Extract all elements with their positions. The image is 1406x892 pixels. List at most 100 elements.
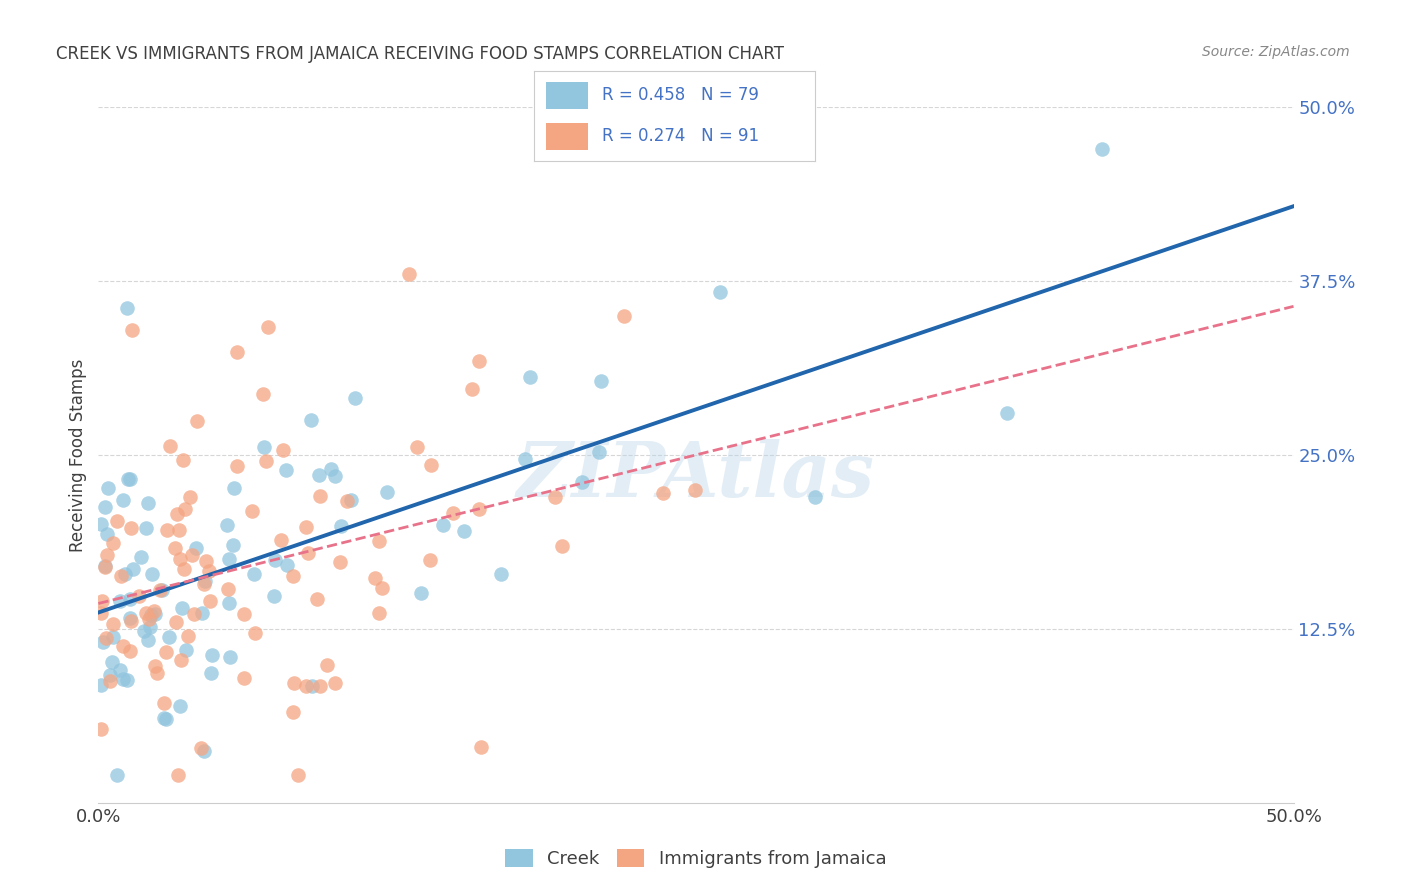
Point [240, 504, 263, 518]
Point [441, 506, 464, 520]
Point [108, 594, 131, 608]
Point [156, 524, 179, 538]
Point [165, 615, 187, 629]
Text: Source: ZipAtlas.com: Source: ZipAtlas.com [1202, 45, 1350, 59]
Point [172, 453, 194, 467]
Point [571, 475, 593, 490]
Text: R = 0.458   N = 79: R = 0.458 N = 79 [602, 87, 759, 104]
Point [200, 666, 222, 681]
Point [174, 643, 197, 657]
Point [141, 566, 163, 581]
Point [183, 607, 205, 621]
Point [254, 454, 277, 468]
Point [543, 490, 565, 504]
Point [195, 554, 218, 568]
Point [271, 443, 294, 458]
Point [219, 650, 242, 665]
Point [233, 671, 256, 685]
Point [143, 607, 166, 621]
Point [101, 536, 124, 550]
Point [96, 631, 118, 645]
Bar [546, 123, 588, 150]
Point [432, 518, 454, 533]
Point [309, 490, 332, 504]
Point [94, 500, 117, 514]
Point [155, 645, 177, 659]
Point [364, 571, 387, 585]
Point [179, 490, 201, 504]
Point [225, 345, 247, 359]
Point [138, 612, 160, 626]
Point [111, 639, 134, 653]
Point [461, 382, 484, 396]
Point [218, 596, 240, 610]
Point [217, 518, 239, 533]
Point [121, 323, 143, 337]
Point [90, 517, 112, 532]
Point [419, 553, 441, 567]
Point [315, 658, 337, 673]
Point [467, 354, 489, 368]
Point [198, 594, 221, 608]
Point [224, 481, 246, 495]
Point [131, 549, 153, 564]
Point [135, 521, 157, 535]
Point [94, 558, 117, 573]
Point [111, 492, 134, 507]
Point [683, 483, 706, 497]
Point [128, 590, 150, 604]
Point [589, 374, 612, 388]
Point [90, 678, 112, 692]
Bar [546, 82, 588, 109]
Point [319, 461, 342, 475]
Point [90, 606, 112, 620]
Point [252, 387, 274, 401]
Point [120, 614, 142, 628]
Point [143, 659, 166, 673]
Point [103, 616, 125, 631]
Point [588, 444, 610, 458]
Point [329, 555, 352, 569]
Point [263, 589, 285, 603]
Point [100, 655, 122, 669]
Point [301, 679, 323, 693]
Point [218, 552, 240, 566]
Point [105, 514, 128, 528]
Point [186, 541, 208, 556]
Point [245, 625, 267, 640]
Point [325, 676, 347, 690]
Point [340, 492, 363, 507]
Point [159, 439, 181, 453]
Point [114, 566, 136, 581]
Point [165, 541, 187, 555]
Point [108, 663, 131, 677]
Point [174, 501, 197, 516]
Point [295, 519, 318, 533]
Point [411, 585, 433, 599]
Point [97, 481, 120, 495]
Point [115, 301, 138, 316]
Point [170, 601, 193, 615]
Point [120, 520, 142, 534]
Point [142, 604, 165, 618]
Point [190, 740, 212, 755]
Point [170, 653, 193, 667]
Point [98, 673, 121, 688]
Point [368, 606, 391, 620]
Point [94, 560, 117, 574]
Text: CREEK VS IMMIGRANTS FROM JAMAICA RECEIVING FOOD STAMPS CORRELATION CHART: CREEK VS IMMIGRANTS FROM JAMAICA RECEIVI… [56, 45, 785, 62]
Point [136, 496, 159, 510]
Point [194, 574, 217, 588]
Point [153, 711, 176, 725]
Point [308, 467, 330, 482]
Point [201, 648, 224, 662]
Point [139, 608, 162, 623]
Point [1091, 142, 1114, 156]
Point [186, 414, 208, 428]
Point [551, 540, 574, 554]
Point [117, 673, 139, 687]
Point [120, 472, 142, 486]
Point [146, 666, 169, 681]
Point [283, 568, 305, 582]
Point [264, 553, 287, 567]
